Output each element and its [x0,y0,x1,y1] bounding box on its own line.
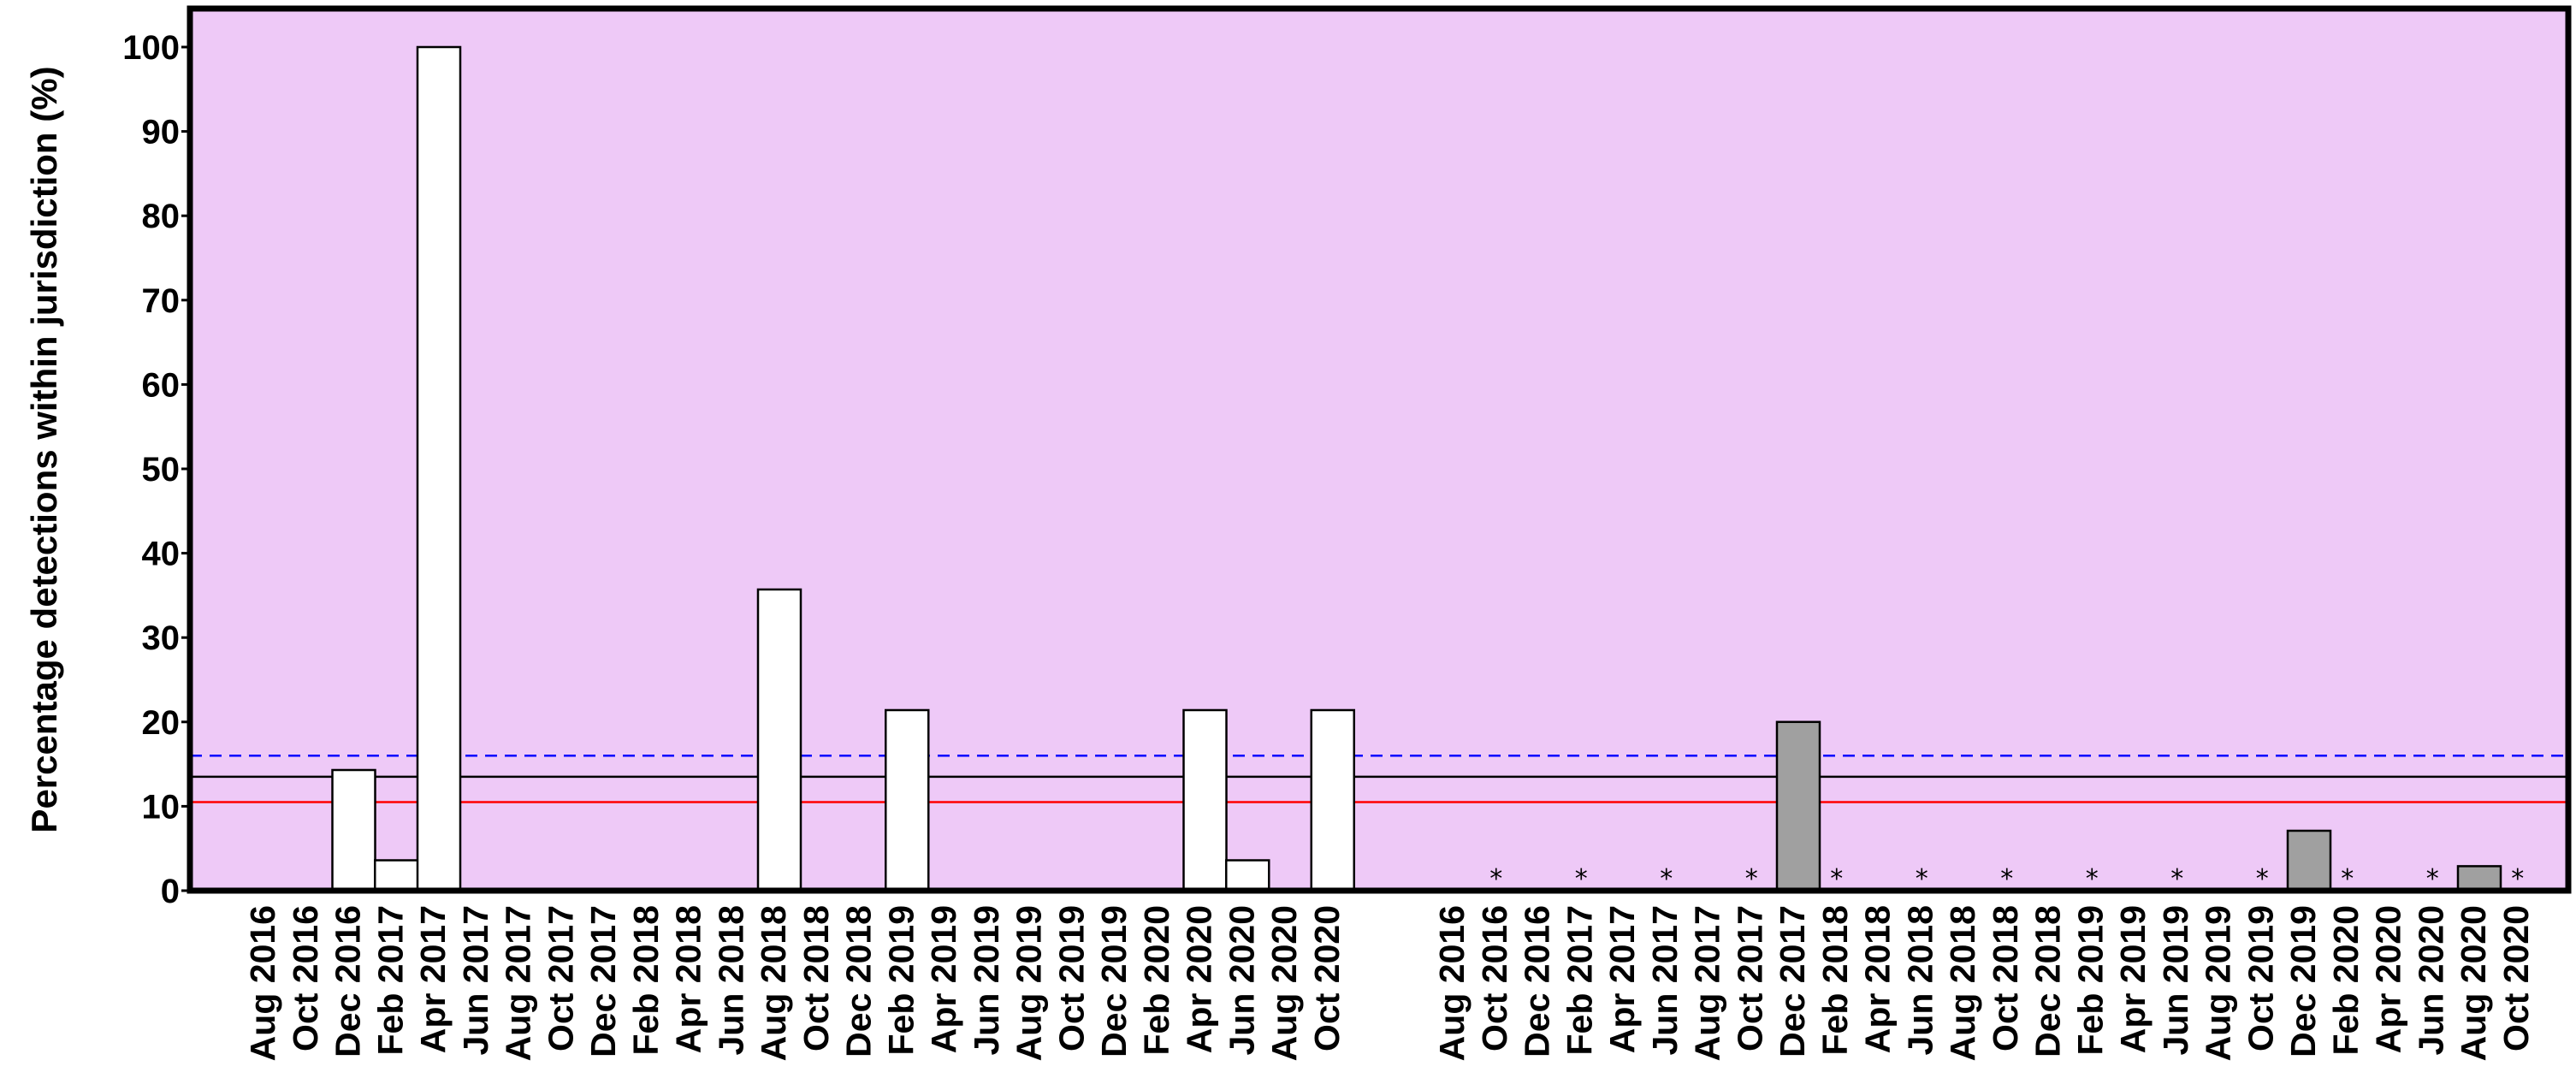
x-tick-label: Oct 2016 [286,905,325,1051]
y-tick-label: 40 [142,536,181,573]
y-tick-label: 30 [142,619,181,657]
y-axis-label: Percentage detections within jurisdictio… [24,66,64,832]
x-tick-label: Dec 2016 [1518,905,1557,1057]
markers-layer: * * * * * * * * * * * * * [1489,864,2524,894]
reference-lines [190,754,2568,803]
x-tick-label: Aug 2019 [1010,905,1049,1061]
y-axis: 0 10 20 30 40 50 60 70 80 90 100 [122,29,190,910]
x-tick-label: Dec 2017 [1773,905,1812,1057]
x-tick-label: Apr 2017 [413,905,453,1053]
x-tick-label: Apr 2019 [924,905,963,1053]
bars-layer [331,45,2502,892]
x-tick-label: Jun 2017 [456,905,495,1056]
x-tick-label: Apr 2018 [1858,905,1898,1053]
x-tick-label: Oct 2017 [1730,905,1769,1051]
x-tick-label: Aug 2020 [1264,905,1304,1061]
x-tick-label: Oct 2019 [1051,905,1091,1051]
bar-g1-4 [416,45,462,892]
y-tick-label: 20 [142,704,181,742]
x-tick-label: Dec 2019 [2283,905,2323,1057]
x-tick-label: Feb 2018 [626,905,666,1056]
x-axis: Aug 2016 Oct 2016 Dec 2016 Feb 2017 Apr 2017… [243,905,2536,1061]
bar-g1-23 [1225,859,1270,892]
x-tick-label: Oct 2018 [1986,905,2025,1051]
no-data-marker: * [1660,864,1673,894]
bar-g1-2 [331,768,376,892]
x-tick-label: Apr 2020 [2369,905,2408,1053]
bar-g2-20 [2286,829,2332,892]
x-tick-label: Feb 2020 [2326,905,2366,1056]
x-tick-label: Aug 2018 [754,905,793,1061]
x-tick-label: Jun 2019 [967,905,1006,1056]
x-tick-label: Aug 2016 [243,905,282,1061]
y-tick-label: 0 [161,873,180,910]
x-tick-label: Apr 2020 [1180,905,1219,1053]
y-tick-label: 90 [142,114,181,151]
y-tick-label: 100 [122,29,180,67]
x-tick-label: Jun 2018 [1900,905,1939,1056]
x-tick-label: Feb 2019 [2070,905,2110,1056]
no-data-marker: * [2511,864,2524,894]
plot-background [190,9,2568,891]
x-tick-label: Dec 2018 [839,905,879,1057]
bar-g1-3 [374,859,419,892]
x-tick-label: Feb 2017 [370,905,410,1056]
no-data-marker: * [1575,864,1588,894]
y-tick-label: 60 [142,366,181,404]
x-tick-label: Oct 2020 [2496,905,2536,1051]
no-data-marker: * [1916,864,1928,894]
x-tick-label: Dec 2019 [1094,905,1134,1057]
plot-frame [187,5,2572,894]
y-tick-label: 10 [142,788,181,826]
x-tick-label: Jun 2017 [1645,905,1685,1056]
x-tick-label: Oct 2017 [541,905,580,1051]
y-tick-label: 80 [142,198,181,235]
x-tick-label: Jun 2020 [2411,905,2450,1056]
bar-g1-25 [1310,708,1355,892]
x-tick-label: Aug 2018 [1943,905,1982,1061]
no-data-marker: * [1830,864,1843,894]
x-tick-label: Dec 2018 [2028,905,2068,1057]
x-tick-label: Feb 2017 [1560,905,1599,1056]
x-tick-label: Oct 2018 [796,905,836,1051]
no-data-marker: * [2000,864,2013,894]
bar-g1-22 [1182,708,1228,892]
x-tick-label: Jun 2019 [2156,905,2195,1056]
no-data-marker: * [2170,864,2183,894]
y-tick-label: 50 [142,451,181,489]
x-tick-label: Dec 2016 [329,905,368,1057]
no-data-marker: * [2256,864,2269,894]
x-tick-label: Apr 2017 [1602,905,1642,1053]
no-data-marker: * [1489,864,1502,894]
bar-g2-24 [2456,865,2502,892]
x-tick-label: Feb 2020 [1137,905,1176,1056]
x-tick-label: Dec 2017 [583,905,623,1057]
x-tick-label: Apr 2018 [669,905,708,1053]
no-data-marker: * [1745,864,1758,894]
x-tick-label: Feb 2018 [1815,905,1855,1056]
y-tick-label: 70 [142,282,181,320]
bar-g2-8 [1775,720,1821,892]
x-tick-label: Jun 2018 [711,905,750,1056]
bar-g1-12 [756,588,802,892]
no-data-marker: * [2341,864,2354,894]
x-tick-label: Feb 2019 [881,905,921,1056]
x-tick-label: Oct 2020 [1307,905,1347,1051]
x-tick-label: Aug 2019 [2199,905,2238,1061]
no-data-marker: * [2426,864,2439,894]
x-tick-label: Aug 2017 [499,905,538,1061]
x-tick-label: Aug 2017 [1688,905,1727,1061]
x-tick-label: Aug 2020 [2454,905,2493,1061]
x-tick-label: Oct 2016 [1475,905,1514,1051]
bar-g1-15 [885,708,930,892]
x-tick-label: Aug 2016 [1432,905,1472,1061]
x-tick-label: Jun 2020 [1222,905,1261,1056]
x-tick-label: Apr 2019 [2113,905,2153,1053]
x-tick-label: Oct 2019 [2241,905,2280,1051]
no-data-marker: * [2086,864,2099,894]
